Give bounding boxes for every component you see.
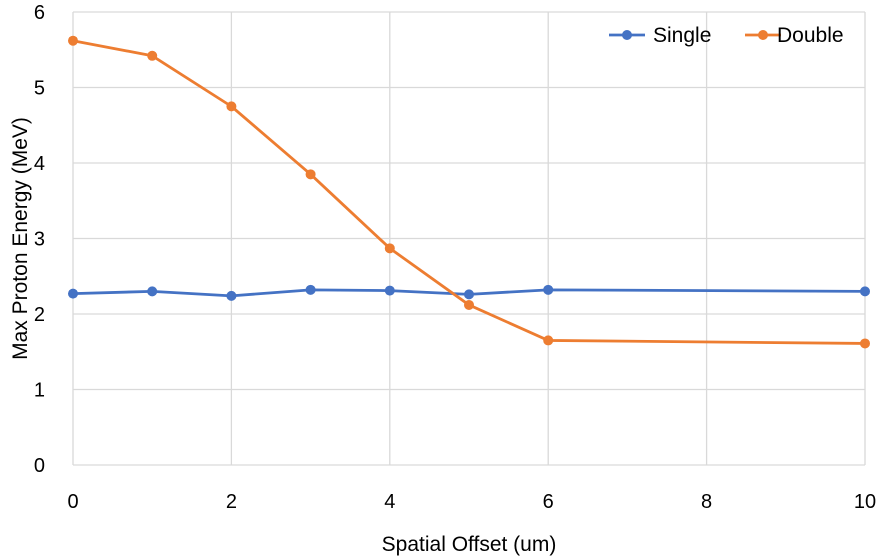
y-tick-label: 2 <box>34 304 45 326</box>
y-tick-label: 0 <box>34 455 45 477</box>
x-tick-label: 8 <box>701 491 712 513</box>
x-tick-label: 2 <box>226 491 237 513</box>
legend-label: Single <box>653 24 711 47</box>
x-axis-title: Spatial Offset (um) <box>382 533 557 556</box>
grid <box>73 11 866 465</box>
series-double <box>68 35 870 349</box>
tick-labels: 0 1 2 3 4 5 6 0 2 4 6 8 10 <box>34 2 876 513</box>
legend-item-single: Single <box>609 24 711 47</box>
x-tick-label: 6 <box>543 491 554 513</box>
series-line-double <box>72 39 866 345</box>
data-point-single <box>464 289 474 300</box>
data-point-double <box>384 243 395 254</box>
x-tick-label: 4 <box>384 491 395 513</box>
data-point-double <box>68 35 78 46</box>
legend-marker <box>758 30 768 40</box>
legend-label: Double <box>777 24 844 47</box>
data-point-double <box>147 50 158 61</box>
y-tick-label: 3 <box>34 229 45 251</box>
y-tick-label: 1 <box>34 380 45 402</box>
legend-marker <box>622 30 632 40</box>
series-line-single <box>72 288 866 298</box>
data-point-double <box>543 335 554 346</box>
data-point-single <box>384 285 395 296</box>
legend-item-double: Double <box>745 24 844 47</box>
data-point-double <box>226 101 237 112</box>
data-point-single <box>226 290 237 301</box>
data-point-double <box>464 299 474 310</box>
legend: Single Double <box>609 24 844 47</box>
data-point-single <box>68 288 78 299</box>
y-tick-label: 5 <box>34 78 45 100</box>
y-tick-label: 4 <box>34 153 45 175</box>
data-point-single <box>860 286 870 297</box>
y-tick-label: 6 <box>34 2 45 24</box>
x-tick-label: 10 <box>854 491 876 513</box>
axes <box>72 12 865 466</box>
data-point-double <box>305 169 316 180</box>
data-point-double <box>860 338 870 349</box>
data-point-single <box>543 284 554 295</box>
series-group <box>68 35 870 349</box>
y-axis-title: Max Proton Energy (MeV) <box>9 117 32 360</box>
data-point-single <box>147 286 158 297</box>
x-tick-label: 0 <box>67 491 78 513</box>
data-point-single <box>305 284 316 295</box>
series-single <box>68 284 870 301</box>
